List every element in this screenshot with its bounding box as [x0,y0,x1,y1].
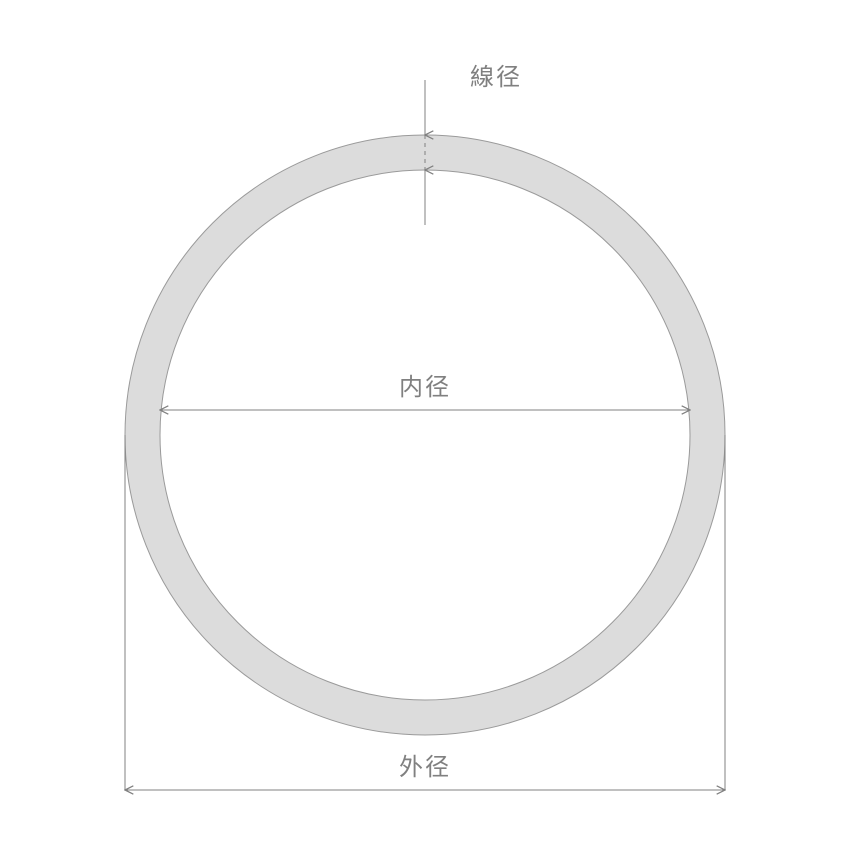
outer-diameter-label: 外径 [399,754,451,781]
wire-diameter-label: 線径 [470,64,522,91]
ring-dimension-diagram: 線径内径外径 [0,0,850,850]
inner-diameter-label: 内径 [399,374,451,401]
